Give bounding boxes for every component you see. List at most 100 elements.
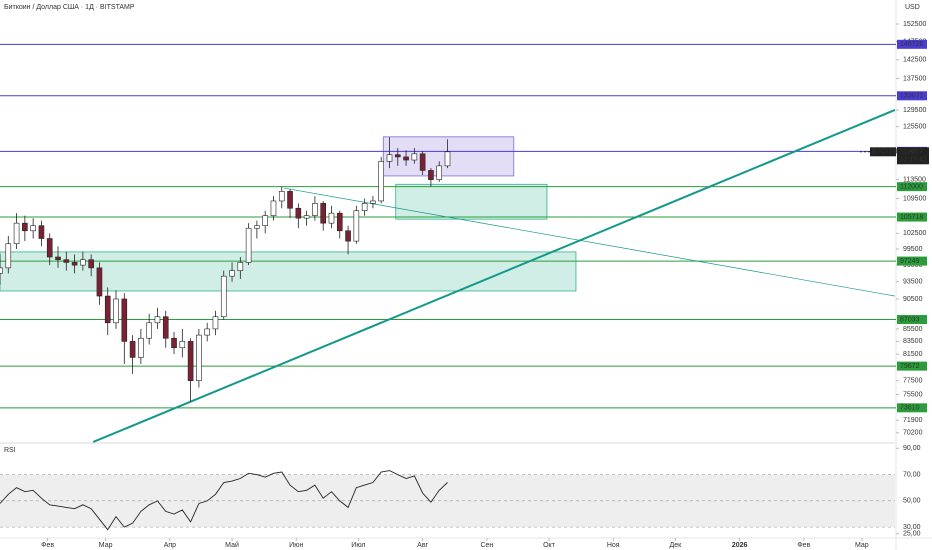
y-tick-label: 109500	[903, 195, 926, 202]
y-tick-label: 93500	[903, 279, 923, 286]
symbol-tag-bg	[870, 147, 896, 157]
zone	[0, 251, 577, 292]
last-price: 119657	[900, 149, 923, 156]
chart-title: Биткоин / Доллар США · 1Д · BITSTAMP	[4, 4, 135, 11]
countdown: 11:19:42	[900, 157, 927, 164]
symbol-tag: BTCUSD	[872, 149, 901, 156]
candle-body	[129, 341, 136, 358]
candle-body	[320, 203, 326, 224]
rsi-tick-label: 50,00	[903, 498, 921, 505]
x-tick-label: Окт	[543, 542, 556, 549]
candle-body	[63, 259, 70, 263]
level-label: 73610	[900, 405, 920, 412]
y-tick-label: 125500	[903, 124, 926, 131]
candle-body	[378, 161, 385, 202]
level-label: 97249	[900, 258, 920, 265]
candle-body	[287, 191, 293, 209]
candle-body	[394, 154, 401, 158]
level-label-bg	[897, 39, 927, 49]
candle-body	[96, 267, 103, 297]
candle-body	[220, 275, 227, 318]
candle-body	[55, 256, 61, 261]
candle-body	[262, 215, 268, 226]
candle-body	[104, 295, 111, 324]
rsi-tick-label: 70,00	[903, 471, 921, 478]
y-tick-label: 70200	[903, 430, 923, 437]
x-tick-label: Апр	[164, 542, 176, 549]
candle-body	[71, 262, 78, 266]
candle-body	[336, 212, 343, 232]
x-tick-label: Фев	[797, 542, 810, 549]
candle-body	[212, 316, 219, 330]
x-tick-label: Авг	[417, 542, 428, 549]
candle-body	[444, 151, 451, 167]
candle-body	[179, 341, 186, 349]
candle-body	[303, 215, 310, 219]
y-tick-label: 99500	[903, 246, 923, 253]
candle-body	[428, 170, 434, 180]
candle-body	[5, 243, 12, 269]
level-label-bg	[897, 361, 927, 371]
trendline	[92, 109, 896, 443]
candle-body	[345, 230, 351, 242]
candle-body	[46, 238, 53, 258]
y-tick-label: 83500	[903, 338, 923, 345]
x-tick-label: Дек	[670, 542, 683, 549]
rsi-tick-label: 30,00	[903, 524, 921, 531]
candle-body	[113, 298, 119, 324]
level-label: 87033	[900, 316, 920, 323]
candle-body	[187, 341, 194, 381]
y-tick-label: 71900	[903, 417, 923, 424]
rsi-line	[0, 470, 448, 531]
rsi-tick-label: 25,00	[903, 531, 921, 538]
y-tick-label: 90500	[903, 296, 923, 303]
candle-body	[254, 225, 260, 229]
x-tick-label: Сен	[480, 542, 493, 549]
level-label-bg	[897, 91, 927, 101]
level-label-bg	[897, 212, 927, 222]
level-label: 133071	[900, 93, 923, 100]
level-label: 105718	[900, 214, 923, 221]
candle-body	[38, 225, 45, 239]
candle-body	[370, 200, 376, 204]
candle-body	[229, 270, 235, 277]
trendline	[283, 187, 896, 297]
y-tick-label: 137500	[903, 75, 926, 82]
y-tick-label: 102500	[903, 230, 926, 237]
y-tick-label: 75500	[903, 391, 923, 398]
candle-body	[13, 222, 20, 245]
candle-body	[146, 322, 152, 339]
level-label: 79672	[900, 363, 920, 370]
candle-body	[328, 212, 335, 224]
candle-body	[30, 225, 36, 232]
x-tick-label: Фев	[41, 542, 54, 549]
y-tick-label: 152500	[903, 21, 926, 28]
candle-body	[403, 156, 409, 161]
level-label: 146726	[900, 41, 923, 48]
candle-body	[154, 316, 161, 324]
level-label-bg	[897, 182, 927, 192]
candle-body	[411, 153, 418, 161]
x-tick-label: 2026	[732, 542, 748, 549]
rsi-tick-label: 90,00	[903, 445, 921, 452]
candle-body	[353, 210, 360, 242]
candle-body	[419, 153, 426, 171]
candle-body	[237, 262, 244, 271]
x-tick-label: Май	[225, 541, 239, 549]
level-label-bg	[897, 256, 927, 266]
y-tick-label: 129500	[903, 107, 926, 114]
x-tick-label: Мар	[99, 542, 113, 549]
candle-body	[162, 316, 169, 339]
rsi-title: RSI	[4, 447, 16, 454]
candle-body	[171, 337, 177, 349]
candle-body	[88, 259, 94, 269]
candle-body	[361, 203, 368, 212]
level-label: 112000	[900, 183, 923, 190]
candle-body	[245, 227, 252, 263]
currency: USD	[905, 4, 920, 11]
x-tick-label: Июл	[351, 542, 365, 549]
candle-body	[312, 203, 318, 216]
level-label-bg	[897, 403, 927, 413]
y-tick-label: 81500	[903, 351, 923, 358]
